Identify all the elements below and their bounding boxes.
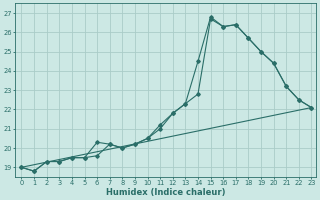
X-axis label: Humidex (Indice chaleur): Humidex (Indice chaleur): [106, 188, 226, 197]
